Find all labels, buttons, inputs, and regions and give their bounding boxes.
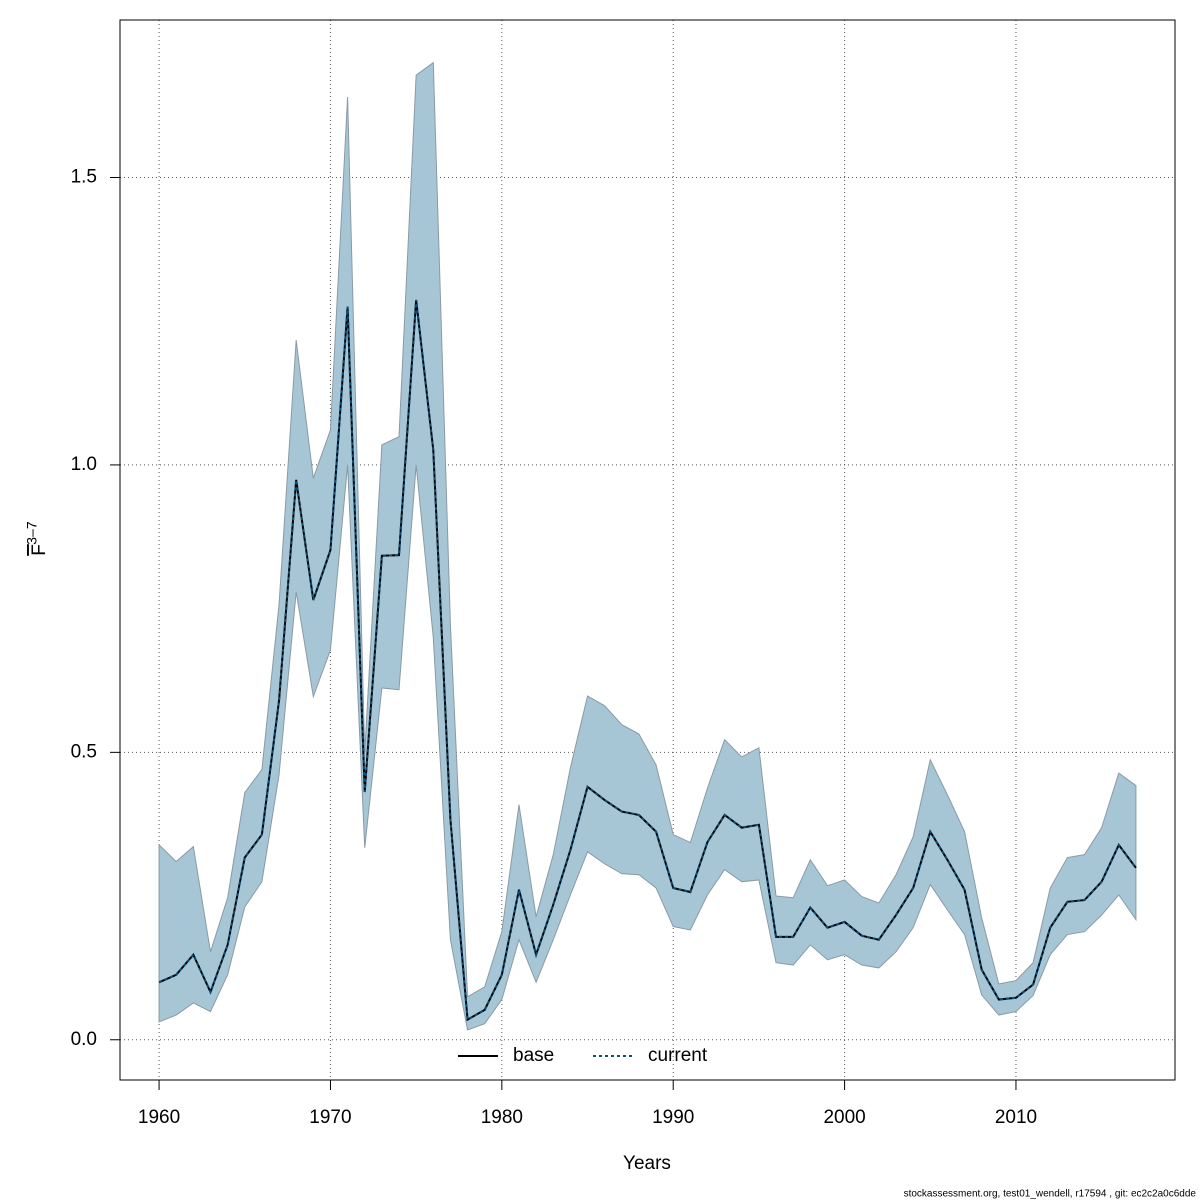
footer: stockassessment.org, test01_wendell, r17…: [904, 1189, 1197, 1200]
x-tick-label: 2010: [995, 1107, 1037, 1128]
y-axis-symbol: F: [29, 544, 50, 556]
y-tick-label: 0.0: [71, 1029, 97, 1050]
plot-frame: [119, 19, 1176, 1081]
x-tick-label: 2000: [823, 1107, 865, 1128]
x-axis-title: Years: [623, 1153, 671, 1174]
confidence-band: [158, 61, 1137, 1031]
x-tick-label: 1970: [309, 1107, 351, 1128]
y-axis-title: F 3–7: [24, 521, 50, 556]
y-tick-label: 0.5: [71, 741, 97, 762]
y-axis-subscript: 3–7: [24, 521, 40, 545]
x-tick-label: 1980: [481, 1107, 523, 1128]
x-tick-label: 1990: [652, 1107, 694, 1128]
y-tick-label: 1.0: [71, 454, 97, 475]
x-tick-label: 1960: [138, 1107, 180, 1128]
legend-label: current: [648, 1045, 708, 1066]
series-line: [158, 299, 1137, 1022]
y-tick-label: 1.5: [71, 167, 97, 188]
legend-label: base: [513, 1045, 554, 1066]
series-line: [158, 299, 1137, 1022]
